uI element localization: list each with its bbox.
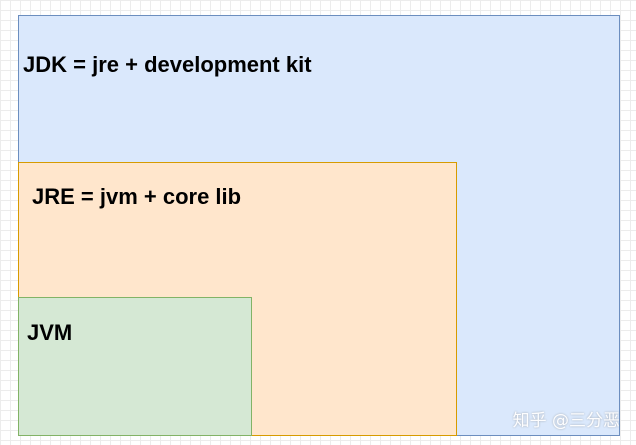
jdk-label: JDK = jre + development kit (23, 52, 312, 77)
jvm-box (18, 297, 252, 436)
watermark: 知乎 @三分恶 (512, 411, 620, 431)
jvm-label: JVM (27, 320, 73, 345)
jre-label: JRE = jvm + core lib (32, 184, 242, 209)
